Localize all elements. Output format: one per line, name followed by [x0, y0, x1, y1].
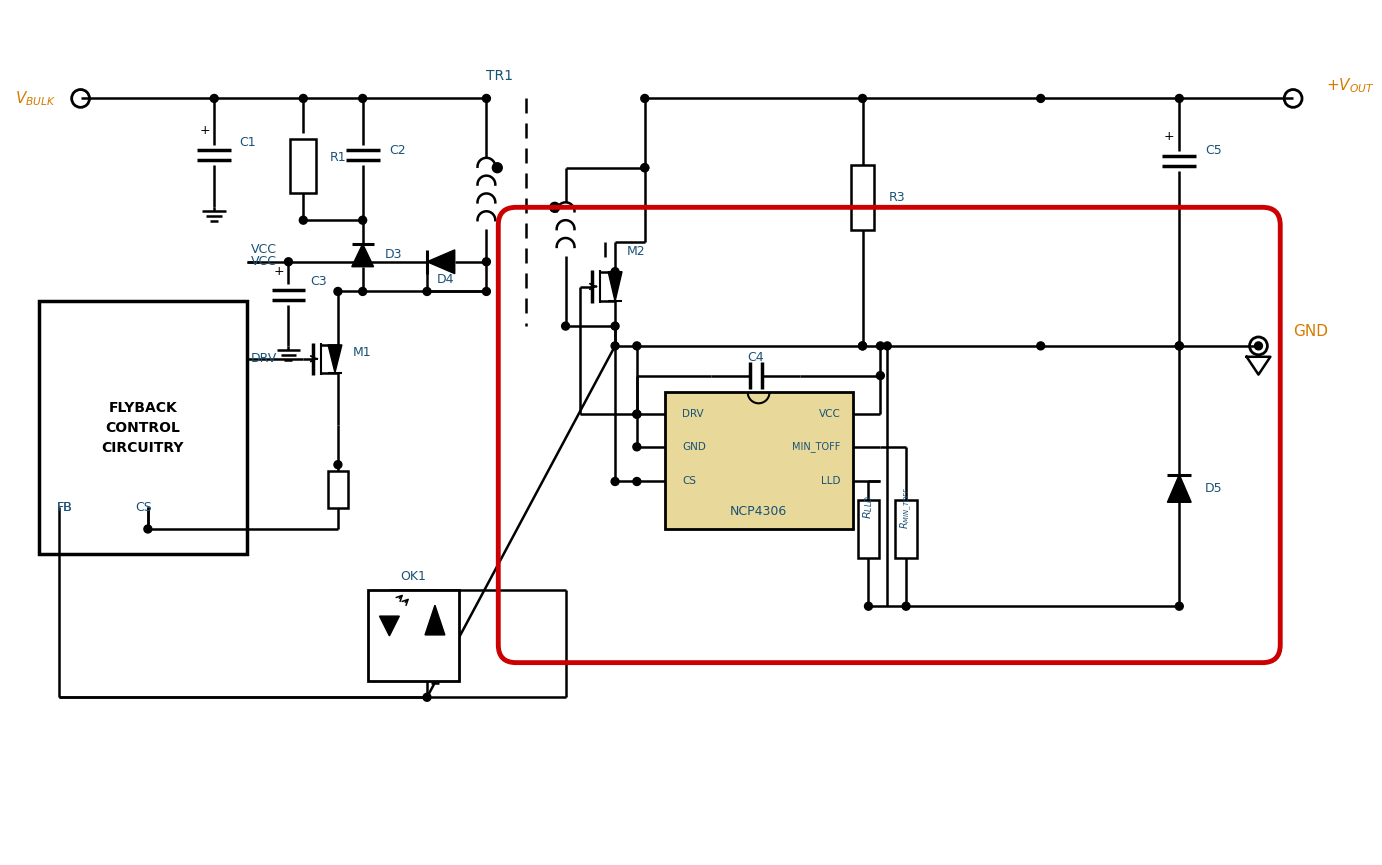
Bar — [328, 471, 348, 509]
Text: OK1: OK1 — [401, 570, 426, 583]
Circle shape — [876, 372, 884, 380]
Polygon shape — [380, 616, 399, 636]
Bar — [665, 393, 853, 529]
Text: DRV: DRV — [683, 409, 703, 420]
Circle shape — [876, 342, 884, 349]
Text: FB: FB — [57, 501, 73, 514]
Text: NCP4306: NCP4306 — [730, 504, 788, 517]
Text: C2: C2 — [390, 144, 406, 157]
Text: CS: CS — [135, 501, 152, 514]
Text: TR1: TR1 — [486, 68, 513, 83]
Circle shape — [633, 443, 641, 451]
Circle shape — [300, 216, 307, 224]
Circle shape — [641, 163, 648, 171]
Text: LLD: LLD — [821, 477, 840, 486]
Text: CIRCUITRY: CIRCUITRY — [102, 441, 184, 455]
Text: VCC: VCC — [250, 243, 276, 256]
Circle shape — [550, 202, 560, 212]
Circle shape — [633, 342, 641, 349]
Circle shape — [858, 94, 867, 102]
Circle shape — [285, 258, 293, 266]
Polygon shape — [328, 345, 341, 373]
Circle shape — [633, 410, 641, 418]
Polygon shape — [352, 244, 373, 266]
Circle shape — [561, 322, 569, 330]
Text: VCC: VCC — [250, 255, 276, 268]
Circle shape — [423, 694, 431, 702]
Text: GND: GND — [1294, 324, 1328, 338]
Circle shape — [482, 94, 491, 102]
Circle shape — [1175, 94, 1183, 102]
Circle shape — [1255, 342, 1262, 349]
Text: GND: GND — [683, 442, 706, 452]
Polygon shape — [608, 272, 622, 301]
Circle shape — [1036, 94, 1045, 102]
Circle shape — [611, 267, 619, 276]
Text: $+V_{OUT}$: $+V_{OUT}$ — [1325, 76, 1374, 95]
Text: M2: M2 — [627, 246, 645, 259]
Text: C1: C1 — [239, 137, 256, 150]
Text: DRV: DRV — [250, 352, 276, 365]
Polygon shape — [1168, 475, 1191, 503]
Text: FLYBACK: FLYBACK — [109, 401, 177, 415]
Bar — [290, 138, 316, 193]
Text: $V_{BULK}$: $V_{BULK}$ — [15, 89, 55, 108]
Circle shape — [1175, 602, 1183, 610]
Circle shape — [611, 342, 619, 349]
Circle shape — [611, 322, 619, 330]
Polygon shape — [427, 250, 455, 273]
Text: CS: CS — [683, 477, 697, 486]
Circle shape — [858, 342, 867, 349]
Text: CONTROL: CONTROL — [105, 421, 181, 435]
Text: M1: M1 — [352, 346, 372, 359]
Text: C3: C3 — [310, 275, 326, 288]
Text: $R_{MIN\_TOFF}$: $R_{MIN\_TOFF}$ — [898, 486, 914, 529]
Text: D5: D5 — [1205, 482, 1223, 495]
Circle shape — [359, 287, 366, 296]
Circle shape — [641, 163, 648, 171]
Polygon shape — [426, 606, 445, 635]
Bar — [368, 591, 459, 682]
Text: C5: C5 — [1205, 144, 1222, 157]
Circle shape — [1175, 342, 1183, 349]
Text: C4: C4 — [748, 351, 764, 364]
Text: +: + — [274, 266, 283, 279]
Text: VCC: VCC — [820, 409, 840, 420]
Circle shape — [633, 410, 641, 418]
Text: R3: R3 — [889, 191, 905, 204]
Bar — [858, 500, 879, 558]
Text: FB: FB — [57, 501, 73, 514]
Bar — [896, 500, 918, 558]
Text: +: + — [200, 124, 210, 137]
Circle shape — [1175, 342, 1183, 349]
Circle shape — [359, 94, 366, 102]
Bar — [851, 164, 875, 230]
Circle shape — [1036, 342, 1045, 349]
Circle shape — [144, 525, 152, 533]
Circle shape — [359, 216, 366, 224]
Text: R1: R1 — [330, 151, 347, 164]
Text: +: + — [1164, 130, 1175, 143]
Circle shape — [492, 163, 502, 173]
Bar — [39, 301, 247, 554]
Circle shape — [482, 287, 491, 296]
Circle shape — [865, 602, 872, 610]
Circle shape — [883, 342, 891, 349]
Circle shape — [902, 602, 911, 610]
Circle shape — [633, 477, 641, 485]
Text: $R_{LLD}$: $R_{LLD}$ — [861, 496, 875, 519]
Text: MIN_TOFF: MIN_TOFF — [792, 441, 840, 452]
Circle shape — [210, 94, 218, 102]
Text: D4: D4 — [437, 273, 455, 286]
Circle shape — [858, 342, 867, 349]
Circle shape — [300, 94, 307, 102]
Circle shape — [611, 477, 619, 485]
Text: D3: D3 — [384, 248, 402, 261]
Circle shape — [423, 287, 431, 296]
Circle shape — [641, 94, 648, 102]
Circle shape — [482, 258, 491, 266]
Circle shape — [334, 287, 341, 296]
Circle shape — [334, 461, 341, 469]
